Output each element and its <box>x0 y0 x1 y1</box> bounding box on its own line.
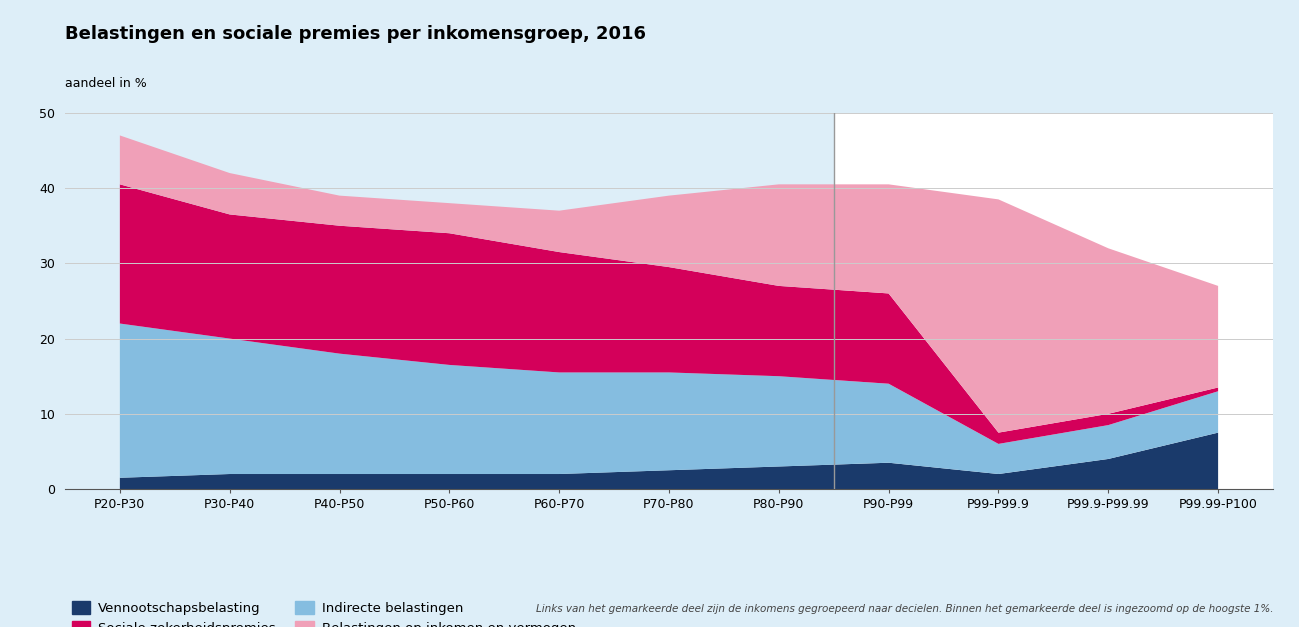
Text: Links van het gemarkeerde deel zijn de inkomens gegroepeerd naar decielen. Binne: Links van het gemarkeerde deel zijn de i… <box>535 604 1273 614</box>
Text: Belastingen en sociale premies per inkomensgroep, 2016: Belastingen en sociale premies per inkom… <box>65 25 646 43</box>
Text: aandeel in %: aandeel in % <box>65 77 147 90</box>
Bar <box>834 113 1273 489</box>
Legend: Vennootschapsbelasting, Sociale zekerheidspremies, Indirecte belastingen, Belast: Vennootschapsbelasting, Sociale zekerhei… <box>71 601 575 627</box>
Bar <box>65 113 834 489</box>
